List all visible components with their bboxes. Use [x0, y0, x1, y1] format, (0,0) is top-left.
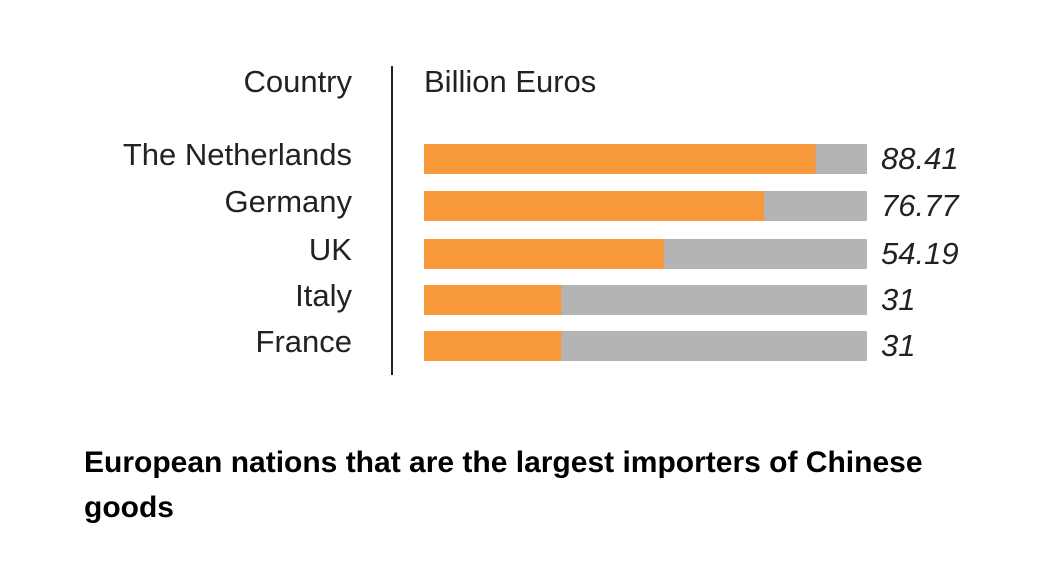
- bar: [424, 144, 816, 174]
- chart-title: European nations that are the largest im…: [84, 446, 923, 524]
- value-label: 31: [881, 282, 915, 317]
- category-label: Germany: [225, 184, 353, 219]
- value-label: 31: [881, 328, 915, 363]
- category-label: The Netherlands: [123, 137, 352, 172]
- value-header: Billion Euros: [424, 64, 596, 99]
- value-label: 76.77: [881, 188, 960, 223]
- category-label: UK: [309, 232, 352, 267]
- bar: [424, 239, 665, 269]
- category-label: France: [256, 324, 352, 359]
- bar: [424, 191, 765, 221]
- value-label: 88.41: [881, 141, 959, 176]
- bar: [424, 285, 562, 315]
- chart: Country Billion Euros The Netherlands 88.…: [123, 64, 960, 375]
- bar: [424, 331, 562, 361]
- category-label: Italy: [295, 278, 352, 313]
- category-header: Country: [243, 64, 352, 99]
- value-label: 54.19: [881, 236, 959, 271]
